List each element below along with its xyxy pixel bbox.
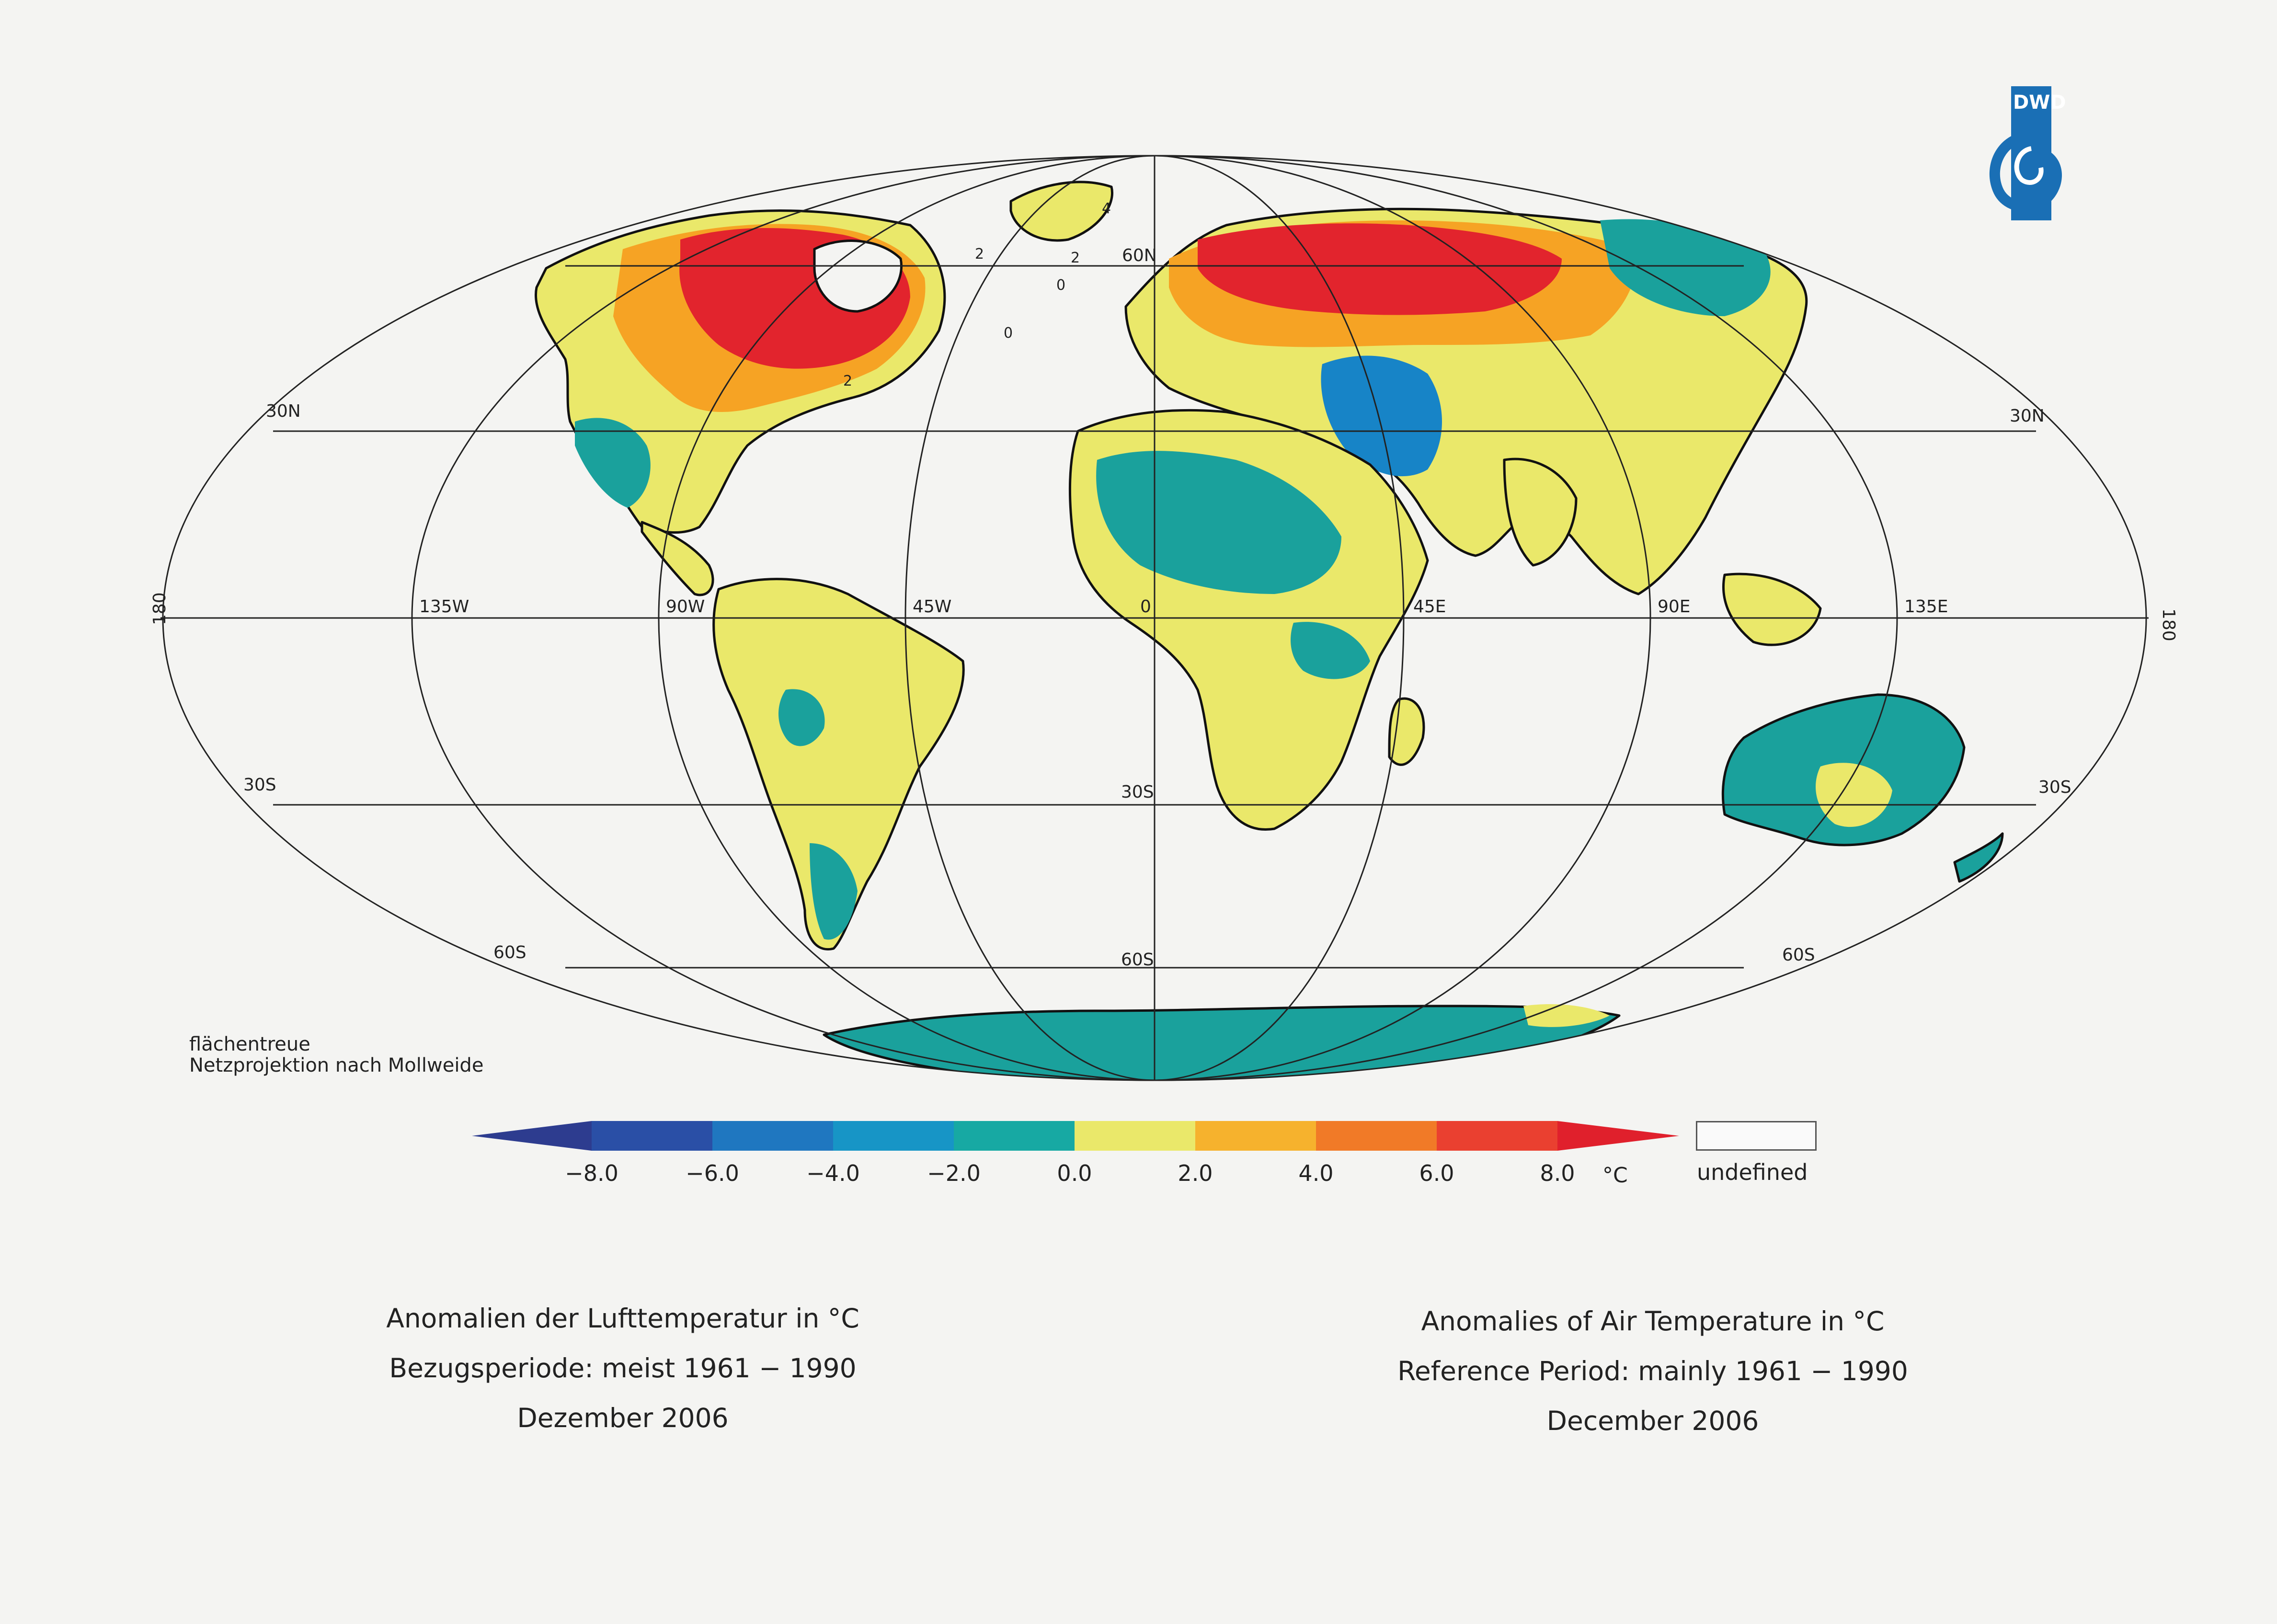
legend-tick-label: −8.0 — [565, 1160, 618, 1186]
caption-german-line1: Anomalien der Lufttemperatur in °C — [386, 1303, 859, 1334]
greenland-white — [813, 240, 903, 313]
legend-tick-label: 8.0 — [1540, 1160, 1575, 1186]
antarctica-region — [823, 1005, 1621, 1080]
caption-english-line3: December 2006 — [1546, 1406, 1759, 1436]
lat-label-60n: 60N — [1122, 246, 1157, 265]
dwd-logo-text: DWD — [2013, 91, 2066, 114]
lon-label-90w: 90W — [666, 597, 705, 617]
central-america-region — [641, 521, 714, 596]
middle-east-cool-region — [1321, 355, 1442, 477]
contour-label: 4 — [1102, 200, 1111, 217]
lat-label-30n-east: 30N — [2010, 406, 2045, 426]
antarctica-neutral-region — [1523, 1004, 1610, 1027]
lon-label-135e: 135E — [1904, 597, 1948, 617]
lat-label-60s-west: 60S — [493, 943, 526, 962]
contour-label: 2 — [975, 246, 984, 263]
siberia-cool-region — [1600, 219, 1771, 316]
legend-tick-label: 4.0 — [1298, 1160, 1334, 1186]
lon-label-0: 0 — [1140, 597, 1151, 617]
lat-label-30s-west: 30S — [243, 775, 276, 795]
africa-cool-region — [1096, 451, 1341, 594]
undefined-swatch — [1696, 1121, 1817, 1151]
india-region — [1503, 457, 1578, 567]
caption-german-line2: Bezugsperiode: meist 1961 − 1990 — [389, 1353, 857, 1384]
south-america-cool-region — [778, 689, 825, 746]
legend-tick-label: 0.0 — [1057, 1160, 1092, 1186]
dwd-logo: DWD — [1989, 86, 2066, 220]
caption-german: Anomalien der Lufttemperatur in °C Bezug… — [378, 1293, 867, 1443]
contour-label: 0 — [1004, 325, 1013, 342]
caption-english: Anomalies of Air Temperature in °C Refer… — [1380, 1296, 1926, 1446]
projection-note-line1: flächentreue — [189, 1033, 310, 1055]
caption-german-line3: Dezember 2006 — [517, 1403, 729, 1433]
lat-label-30s-center: 30S — [1121, 782, 1154, 802]
legend-tick-label: −4.0 — [806, 1160, 860, 1186]
lat-label-30s-east: 30S — [2038, 778, 2071, 797]
africa-cool-region-2 — [1291, 622, 1370, 679]
contour-label: 0 — [1056, 277, 1065, 294]
lon-label-45e: 45E — [1413, 597, 1446, 617]
lat-label-60s-east: 60S — [1782, 945, 1815, 965]
australia-neutral-region — [1816, 763, 1892, 827]
patagonia-cool-region — [810, 843, 858, 940]
contour-label: 2 — [843, 373, 852, 389]
south-america-region — [712, 578, 965, 950]
legend-tick-label: −2.0 — [927, 1160, 981, 1186]
southeast-asia-region — [1722, 572, 1822, 646]
graticule — [160, 155, 2149, 1081]
lat-label-60s-center: 60S — [1121, 950, 1154, 970]
eurasia-hot-region — [1198, 223, 1562, 315]
legend-tick-label: −6.0 — [686, 1160, 739, 1186]
caption-english-line1: Anomalies of Air Temperature in °C — [1421, 1306, 1885, 1337]
caption-english-line2: Reference Period: mainly 1961 − 1990 — [1397, 1356, 1908, 1386]
greenland-region — [1009, 181, 1113, 242]
mexico-cool-region — [575, 418, 651, 508]
projection-note: flächentreue Netzprojektion nach Mollwei… — [189, 1034, 483, 1076]
lon-label-45w: 45W — [913, 597, 951, 617]
contour-label: 2 — [1071, 250, 1080, 266]
lon-label-180-east: 180 — [2159, 608, 2178, 641]
legend-tick-label: 2.0 — [1178, 1160, 1213, 1186]
legend-unit: °C — [1602, 1163, 1628, 1188]
new-zealand-region — [1953, 832, 2004, 883]
lon-label-90e: 90E — [1658, 597, 1691, 617]
lat-label-30n-west: 30N — [266, 401, 301, 421]
lon-label-180-west: 180 — [150, 592, 170, 625]
undefined-label: undefined — [1697, 1159, 1808, 1185]
projection-note-line2: Netzprojektion nach Mollweide — [189, 1054, 484, 1076]
madagascar-region — [1388, 697, 1425, 766]
graticule-labels: 60N 30N 30N 30S 30S 30S 60S 60S 60S 180 … — [150, 200, 2178, 970]
legend-tick-label: 6.0 — [1419, 1160, 1454, 1186]
lon-label-135w: 135W — [419, 597, 469, 617]
